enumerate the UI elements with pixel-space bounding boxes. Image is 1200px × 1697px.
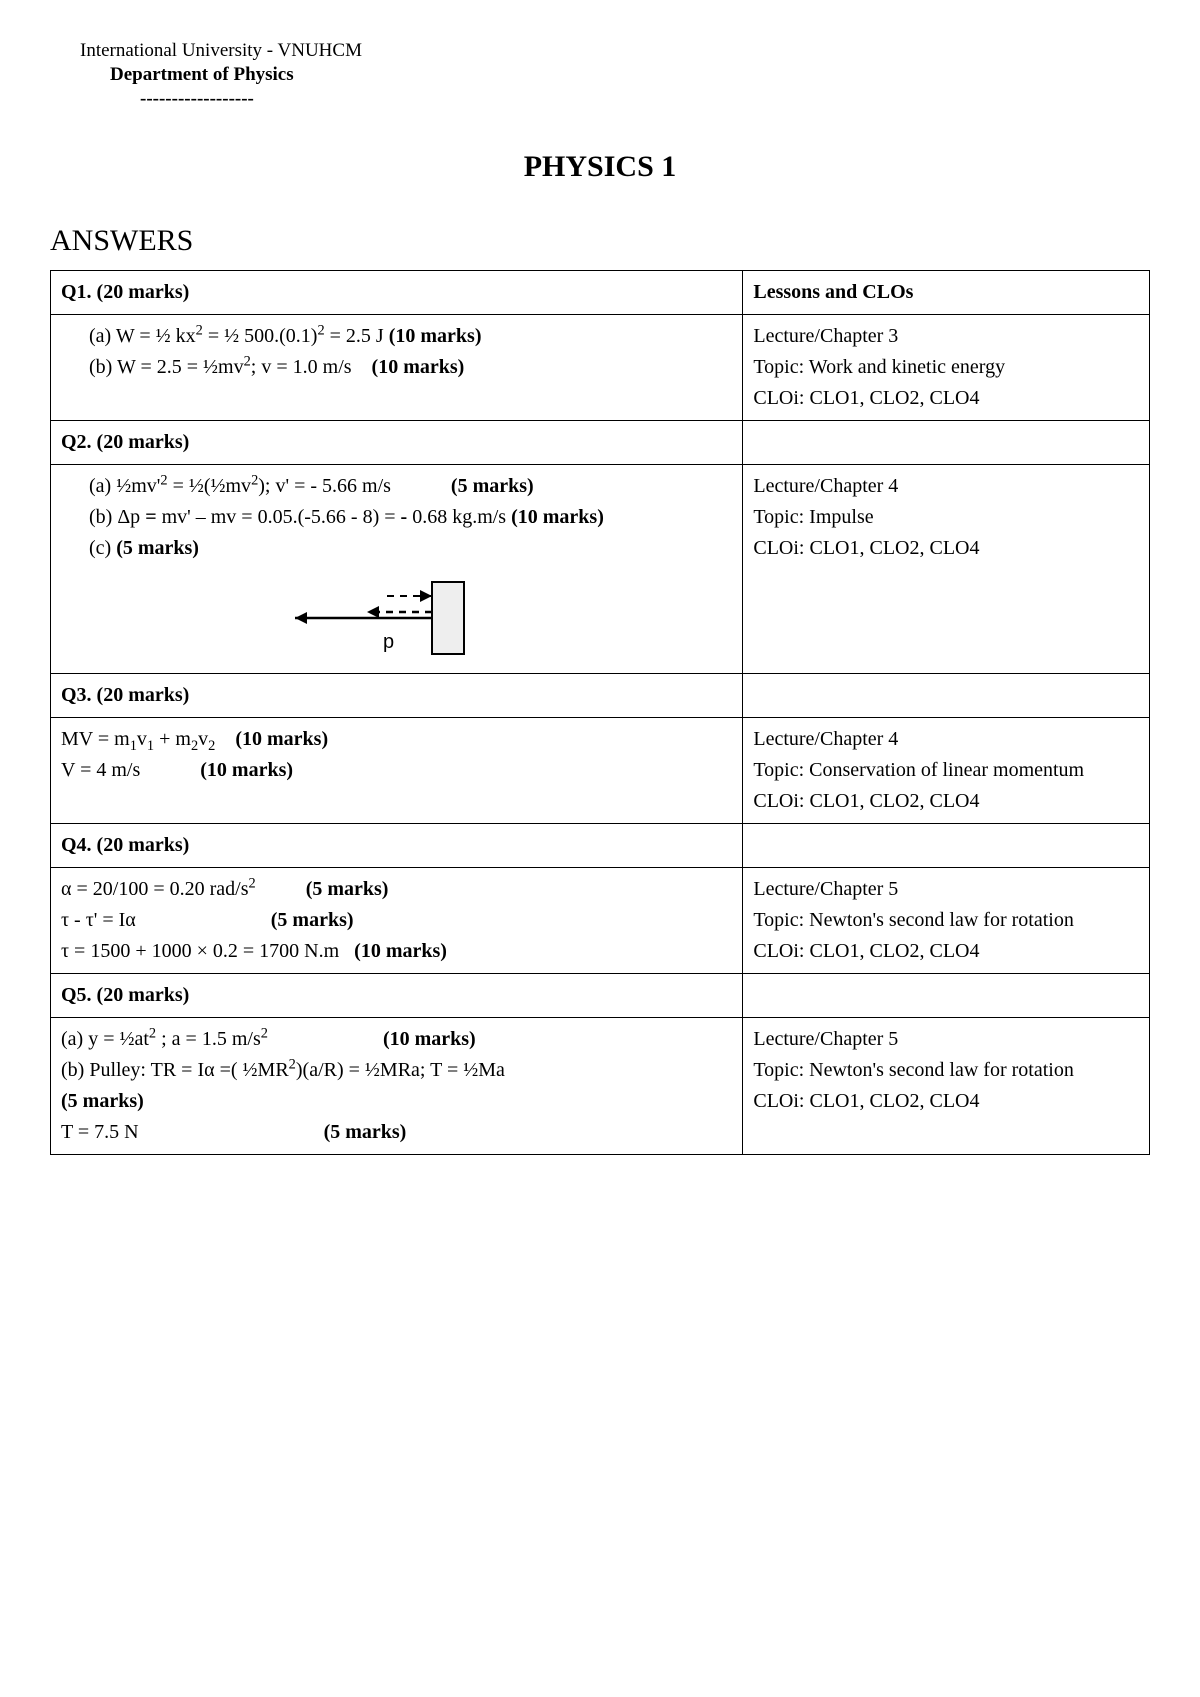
q5-clo: Lecture/Chapter 5Topic: Newton's second …: [743, 1018, 1150, 1155]
q3-content: MV = m1v1 + m2v2 (10 marks)V = 4 m/s (10…: [51, 718, 743, 824]
document-page: International University - VNUHCM Depart…: [0, 0, 1200, 1195]
q2-content: (a) ½mv'2 = ½(½mv2); v' = - 5.66 m/s (5 …: [51, 465, 743, 674]
table-row: (a) ½mv'2 = ½(½mv2); v' = - 5.66 m/s (5 …: [51, 465, 1150, 674]
table-row: Q1. (20 marks) Lessons and CLOs: [51, 271, 1150, 315]
q2-title: Q2. (20 marks): [51, 421, 743, 465]
empty-cell: [743, 824, 1150, 868]
table-row: Q3. (20 marks): [51, 674, 1150, 718]
q1-clo: Lecture/Chapter 3Topic: Work and kinetic…: [743, 315, 1150, 421]
table-row: Q5. (20 marks): [51, 974, 1150, 1018]
svg-text:p: p: [383, 631, 394, 653]
university-name: International University - VNUHCM: [80, 40, 1150, 62]
answers-table: Q1. (20 marks) Lessons and CLOs (a) W = …: [50, 270, 1150, 1155]
empty-cell: [743, 974, 1150, 1018]
table-row: Q4. (20 marks): [51, 824, 1150, 868]
q5-content: (a) y = ½at2 ; a = 1.5 m/s2 (10 marks)(b…: [51, 1018, 743, 1155]
table-row: MV = m1v1 + m2v2 (10 marks)V = 4 m/s (10…: [51, 718, 1150, 824]
department-name: Department of Physics: [110, 64, 1150, 86]
empty-cell: [743, 674, 1150, 718]
page-title: PHYSICS 1: [50, 150, 1150, 184]
q3-title: Q3. (20 marks): [51, 674, 743, 718]
q5-title: Q5. (20 marks): [51, 974, 743, 1018]
empty-cell: [743, 421, 1150, 465]
table-row: (a) y = ½at2 ; a = 1.5 m/s2 (10 marks)(b…: [51, 1018, 1150, 1155]
q4-content: α = 20/100 = 0.20 rad/s2 (5 marks)τ - τ'…: [51, 868, 743, 974]
q1-content: (a) W = ½ kx2 = ½ 500.(0.1)2 = 2.5 J (10…: [51, 315, 743, 421]
document-header: International University - VNUHCM Depart…: [50, 40, 1150, 110]
q1-title: Q1. (20 marks): [51, 271, 743, 315]
q4-title: Q4. (20 marks): [51, 824, 743, 868]
table-row: (a) W = ½ kx2 = ½ 500.(0.1)2 = 2.5 J (10…: [51, 315, 1150, 421]
q3-clo: Lecture/Chapter 4Topic: Conservation of …: [743, 718, 1150, 824]
table-row: Q2. (20 marks): [51, 421, 1150, 465]
q2-clo: Lecture/Chapter 4Topic: ImpulseCLOi: CLO…: [743, 465, 1150, 674]
answers-heading: ANSWERS: [50, 224, 1150, 258]
lessons-header: Lessons and CLOs: [743, 271, 1150, 315]
q4-clo: Lecture/Chapter 5Topic: Newton's second …: [743, 868, 1150, 974]
header-dashes: ------------------: [140, 88, 1150, 110]
table-row: α = 20/100 = 0.20 rad/s2 (5 marks)τ - τ'…: [51, 868, 1150, 974]
